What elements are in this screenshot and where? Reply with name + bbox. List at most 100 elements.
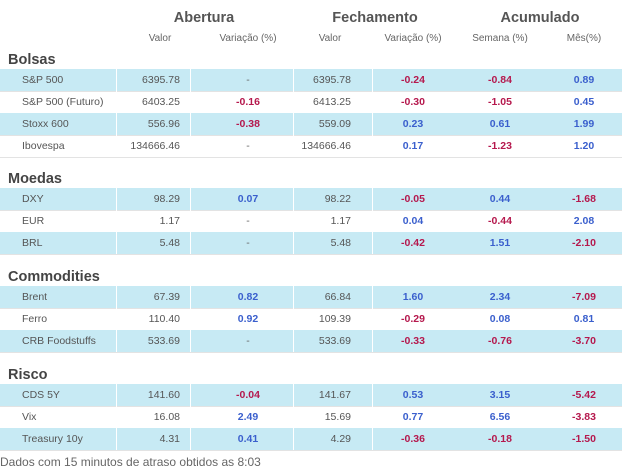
column-divider: [372, 188, 373, 210]
cell-close-var: -0.24: [401, 74, 425, 86]
column-divider: [190, 384, 191, 406]
column-divider: [116, 188, 117, 210]
cell-open-value: 6395.78: [142, 74, 180, 86]
cell-open-var: 2.49: [237, 411, 259, 423]
table-row: Ferro 110.40 0.92 109.39 -0.29 0.08 0.81: [0, 308, 622, 331]
cell-open-value: 141.60: [147, 389, 180, 401]
cell-close-value: 15.69: [324, 411, 351, 423]
cell-open-var: -: [246, 215, 250, 227]
section-title: Risco: [8, 367, 48, 383]
section-title: Moedas: [8, 171, 62, 187]
cell-month: -5.42: [572, 389, 596, 401]
column-divider: [190, 428, 191, 450]
cell-close-value: 4.29: [330, 433, 351, 445]
cell-open-var: 0.82: [237, 291, 259, 303]
column-divider: [293, 308, 294, 330]
header-acumulado: Acumulado: [500, 10, 580, 26]
column-divider: [372, 113, 373, 135]
cell-open-value: 6403.25: [142, 96, 180, 108]
cell-month: -1.50: [572, 433, 596, 445]
column-divider: [293, 406, 294, 428]
row-name: Vix: [22, 411, 37, 423]
cell-close-var: 0.17: [402, 140, 424, 152]
column-divider: [190, 188, 191, 210]
cell-open-value: 16.08: [153, 411, 180, 423]
cell-close-value: 6395.78: [313, 74, 351, 86]
col-open-var: Variação (%): [219, 33, 277, 44]
column-divider: [116, 308, 117, 330]
cell-close-var: -0.36: [401, 433, 425, 445]
column-divider: [293, 232, 294, 254]
cell-close-value: 559.09: [318, 118, 351, 130]
header-abertura: Abertura: [173, 10, 235, 26]
column-divider: [372, 308, 373, 330]
column-divider: [116, 286, 117, 308]
column-divider: [372, 91, 373, 113]
column-divider: [293, 69, 294, 91]
row-name: Brent: [22, 291, 48, 303]
table-row: EUR 1.17 - 1.17 0.04 -0.44 2.08: [0, 210, 622, 233]
row-name: S&P 500: [22, 74, 64, 86]
cell-open-value: 5.48: [159, 237, 180, 249]
row-name: BRL: [22, 237, 43, 249]
table-row: DXY 98.29 0.07 98.22 -0.05 0.44 -1.68: [0, 188, 622, 211]
cell-open-var: 0.41: [237, 433, 259, 445]
column-divider: [190, 232, 191, 254]
col-open-value: Valor: [148, 33, 172, 44]
table-row: S&P 500 6395.78 - 6395.78 -0.24 -0.84 0.89: [0, 69, 622, 92]
cell-close-value: 98.22: [324, 193, 351, 205]
column-divider: [372, 406, 373, 428]
column-divider: [116, 330, 117, 352]
table-row: Stoxx 600 556.96 -0.38 559.09 0.23 0.61 1.99: [0, 113, 622, 136]
cell-week: 2.34: [489, 291, 511, 303]
cell-open-value: 556.96: [147, 118, 180, 130]
column-divider: [116, 113, 117, 135]
table-row: Ibovespa 134666.46 - 134666.46 0.17 -1.23 1.20: [0, 135, 622, 158]
row-name: CRB Foodstuffs: [22, 335, 96, 347]
column-divider: [293, 286, 294, 308]
cell-month: -3.83: [572, 411, 596, 423]
row-name: Ferro: [22, 313, 48, 325]
col-close-value: Valor: [318, 33, 342, 44]
cell-close-var: -0.42: [401, 237, 425, 249]
cell-close-value: 5.48: [330, 237, 351, 249]
column-divider: [190, 69, 191, 91]
cell-week: 3.15: [489, 389, 511, 401]
column-divider: [190, 91, 191, 113]
column-divider: [190, 135, 191, 157]
cell-close-value: 134666.46: [301, 140, 351, 152]
cell-open-var: -0.04: [236, 389, 260, 401]
cell-close-value: 1.17: [330, 215, 351, 227]
header-fechamento: Fechamento: [332, 10, 418, 26]
column-divider: [293, 91, 294, 113]
col-month: Mês(%): [566, 33, 602, 44]
row-name: CDS 5Y: [22, 389, 60, 401]
table-row: CDS 5Y 141.60 -0.04 141.67 0.53 3.15 -5.42: [0, 384, 622, 407]
column-divider: [116, 232, 117, 254]
cell-week: -1.23: [488, 140, 512, 152]
cell-week: -0.18: [488, 433, 512, 445]
cell-open-value: 110.40: [148, 313, 180, 325]
row-name: EUR: [22, 215, 45, 227]
col-close-var: Variação (%): [384, 33, 442, 44]
table-row: BRL 5.48 - 5.48 -0.42 1.51 -2.10: [0, 232, 622, 255]
cell-week: 6.56: [489, 411, 511, 423]
column-divider: [116, 210, 117, 232]
row-name: Ibovespa: [22, 140, 65, 152]
column-divider: [116, 135, 117, 157]
row-name: S&P 500 (Futuro): [22, 96, 104, 108]
column-divider: [293, 113, 294, 135]
column-divider: [372, 135, 373, 157]
column-divider: [190, 113, 191, 135]
cell-close-var: 0.77: [402, 411, 424, 423]
column-divider: [116, 406, 117, 428]
column-divider: [293, 188, 294, 210]
cell-open-value: 533.69: [147, 335, 180, 347]
cell-close-var: 0.04: [402, 215, 424, 227]
cell-week: 0.08: [489, 313, 511, 325]
cell-month: 1.20: [573, 140, 595, 152]
column-divider: [116, 69, 117, 91]
column-divider: [190, 330, 191, 352]
column-divider: [372, 428, 373, 450]
cell-open-var: 0.07: [237, 193, 259, 205]
